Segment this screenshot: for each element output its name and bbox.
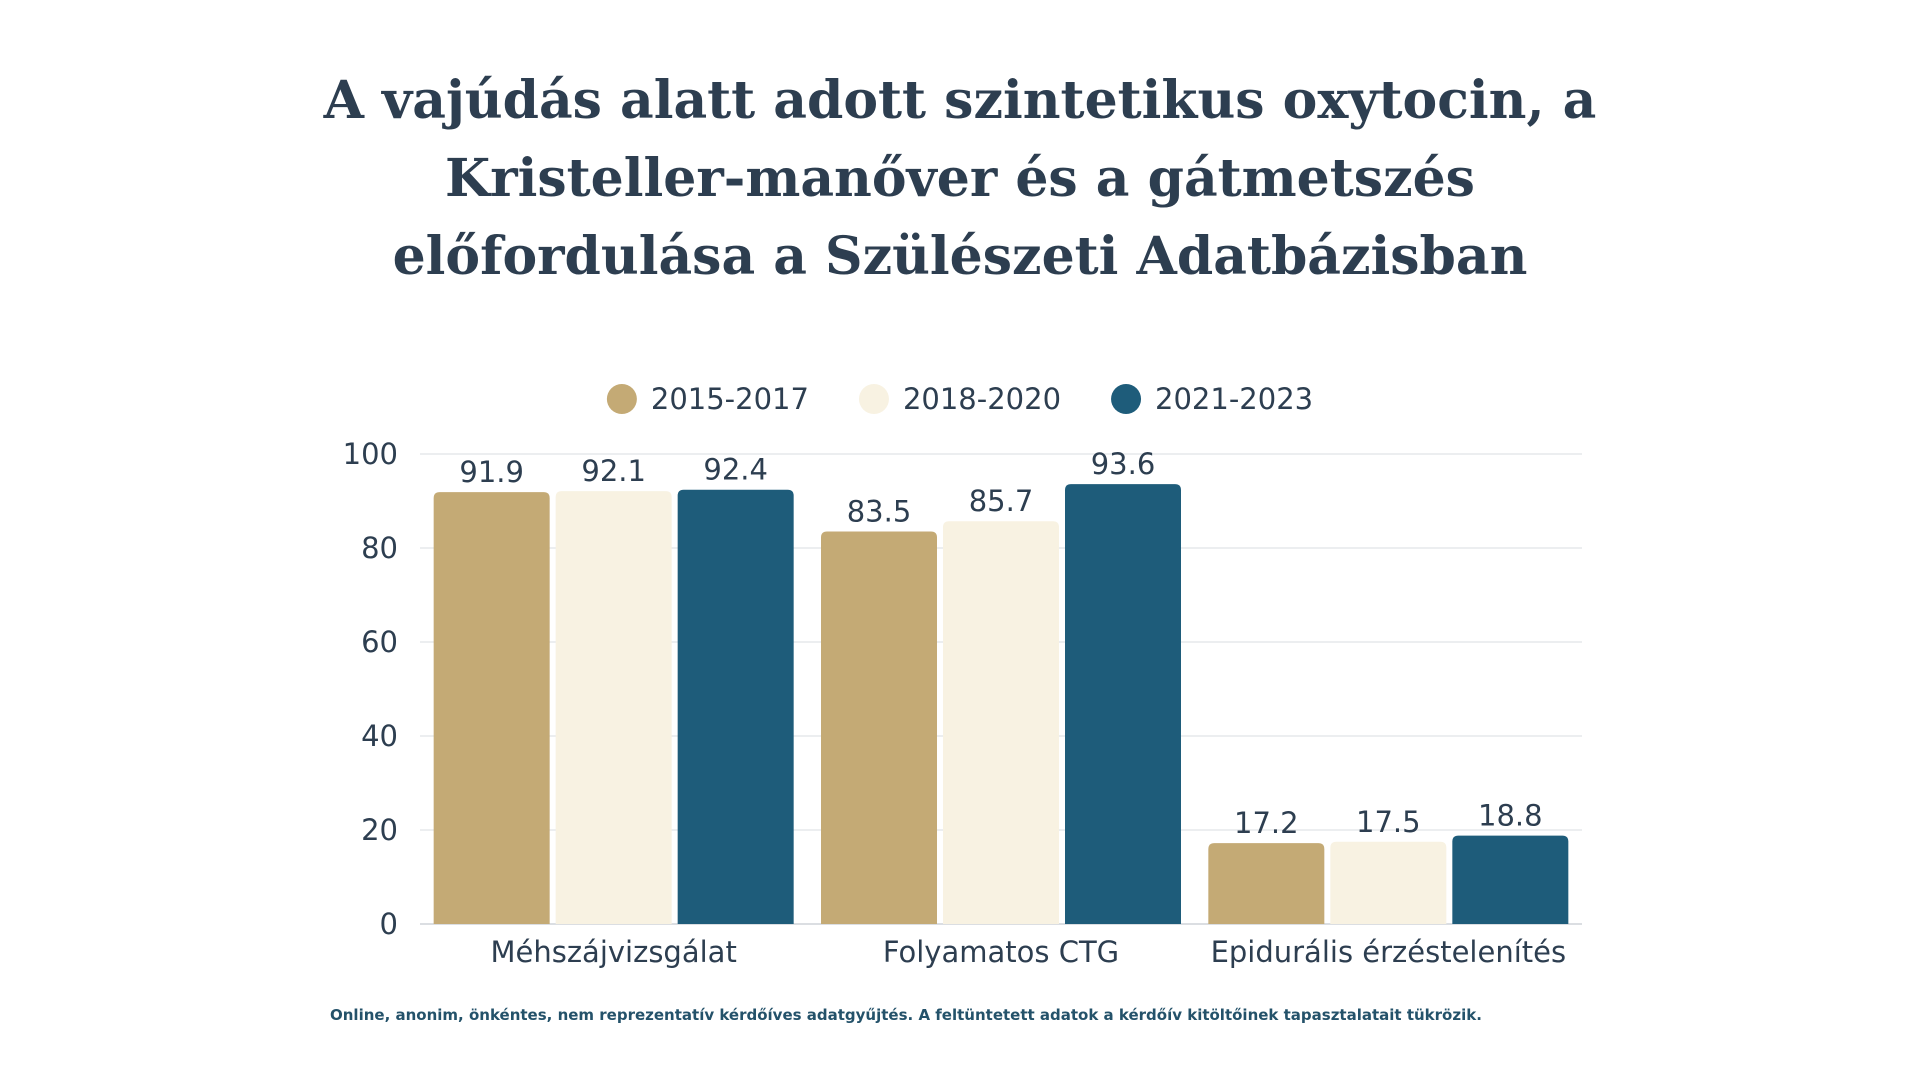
x-category-label: Folyamatos CTG [883,935,1119,969]
data-label: 17.5 [1356,805,1421,839]
legend-item: 2021-2023 [1111,382,1313,416]
data-label: 92.4 [703,453,768,487]
x-category-label: Epidurális érzéstelenítés [1211,935,1567,969]
data-label: 91.9 [459,455,524,489]
bar [433,492,550,924]
legend-label: 2015-2017 [651,382,809,416]
bar [1208,843,1325,924]
legend-swatch [1111,384,1142,414]
y-tick-label: 80 [361,531,398,565]
chart-title: A vajúdás alatt adott szintetikus oxytoc… [323,70,1597,287]
bar [677,489,794,924]
legend-swatch [858,384,889,414]
data-label: 92.1 [581,454,646,488]
x-category-label: Méhszájvizsgálat [490,935,736,969]
y-tick-label: 20 [361,813,398,847]
data-label: 93.6 [1091,447,1156,481]
y-axis: 0 20 40 60 80 100 [343,437,398,941]
bar [555,491,672,924]
data-label: 85.7 [969,484,1034,518]
legend-label: 2018-2020 [903,382,1061,416]
y-tick-label: 100 [343,437,398,471]
bars [433,484,1569,924]
legend-swatch [606,384,637,414]
data-label: 17.2 [1234,806,1299,840]
legend-item: 2018-2020 [858,382,1061,416]
y-tick-label: 0 [380,907,398,941]
y-tick-label: 40 [361,719,398,753]
data-labels: 91.9 92.1 92.4 83.5 85.7 93.6 17.2 17.5 18.8 [459,447,1542,840]
footnote: Online, anonim, önkéntes, nem reprezenta… [330,1006,1482,1024]
legend: 2015-2017 2018-2020 2021-2023 [606,382,1313,416]
bar [1065,484,1181,924]
bar [821,531,937,924]
legend-item: 2015-2017 [606,382,809,416]
bar [1452,835,1569,924]
data-label: 83.5 [847,495,912,529]
legend-label: 2021-2023 [1155,382,1313,416]
x-axis: Méhszájvizsgálat Folyamatos CTG Epidurális… [490,935,1566,969]
y-tick-label: 60 [361,625,398,659]
bar [1330,841,1447,924]
bar [943,521,1059,924]
data-label: 18.8 [1478,799,1543,833]
